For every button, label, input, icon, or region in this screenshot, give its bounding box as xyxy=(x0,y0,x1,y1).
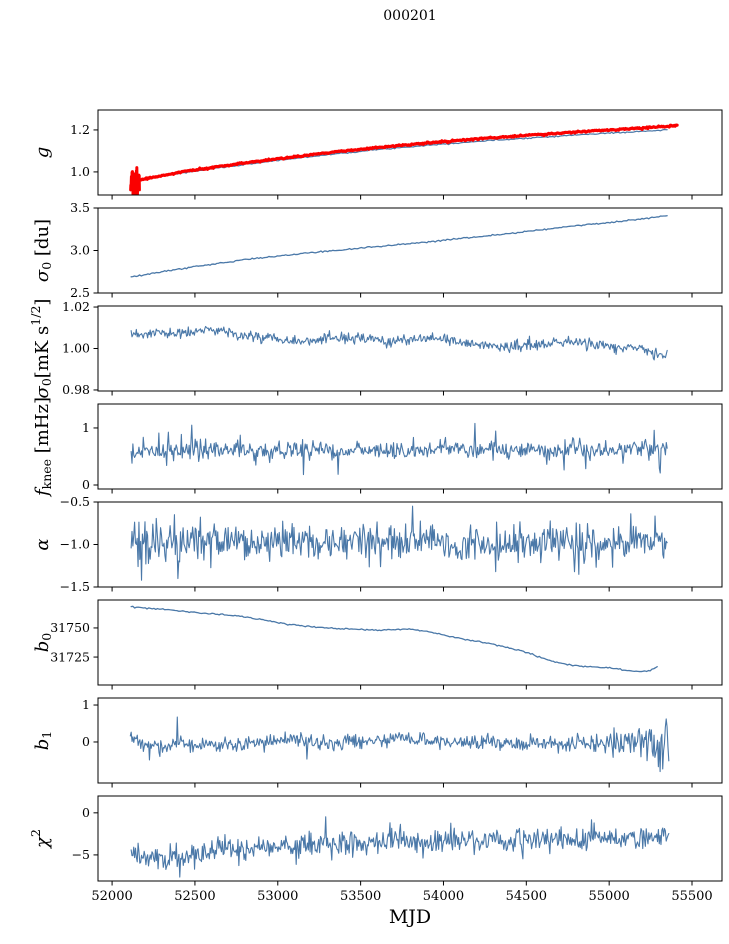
series-g-measured xyxy=(132,123,679,183)
panel-frame xyxy=(97,207,723,294)
panel-alpha: −0.5 −1.0 −1.5 α xyxy=(32,494,723,594)
y-axis-label: σ0[mK s1/2] xyxy=(28,299,54,399)
panel-fknee: 0 1 fknee [mHz] xyxy=(32,397,723,498)
series-g-model xyxy=(130,128,668,182)
y-tick-label: 3.5 xyxy=(70,200,90,215)
y-axis-label: b0 xyxy=(32,633,54,653)
y-axis-label: b1 xyxy=(32,731,54,750)
y-axis-label: α xyxy=(32,538,53,550)
y-tick-label: 0 xyxy=(82,805,90,820)
y-tick-label: 0.98 xyxy=(62,382,90,397)
series-fknee xyxy=(130,422,668,476)
y-tick-label: −1.5 xyxy=(60,579,90,594)
y-tick-label: 2.5 xyxy=(70,285,90,300)
y-tick-label: 0 xyxy=(82,477,90,492)
panel-frame xyxy=(97,109,723,196)
y-tick-label: 0 xyxy=(82,734,90,749)
y-tick-label: 31750 xyxy=(50,620,90,635)
panel-frame xyxy=(97,403,723,490)
panel-g: 1.0 1.2 g xyxy=(32,109,723,200)
y-tick-label: 1.0 xyxy=(70,164,90,179)
x-tick-label: 55000 xyxy=(588,889,629,904)
series-b1 xyxy=(129,716,670,773)
panel-b1: 0 1 b1 xyxy=(32,697,723,788)
series-b0 xyxy=(130,605,658,673)
y-tick-label: 1.2 xyxy=(70,122,90,137)
y-axis-label: σ0 [du] xyxy=(32,219,54,282)
y-tick-label: 3.0 xyxy=(70,243,90,258)
panel-sigma0-du: 2.5 3.0 3.5 σ0 [du] xyxy=(32,200,723,300)
y-tick-label: 1 xyxy=(82,697,90,712)
y-tick-label: −0.5 xyxy=(60,494,90,509)
panel-chi2: −5 0 52000 52500 53000 53500 54000 54500 55000 55… xyxy=(28,795,723,904)
y-tick-label: −1.0 xyxy=(60,537,90,552)
series-chi2 xyxy=(130,816,670,878)
x-axis-label: MJD xyxy=(388,906,432,928)
y-tick-label: 1 xyxy=(82,420,90,435)
x-tick-label: 54500 xyxy=(506,889,547,904)
panel-sigma0-mK: 0.98 1.00 1.02 σ0[mK s1/2] xyxy=(28,299,723,399)
figure-title: 000201 xyxy=(383,8,437,24)
series-sigma0-mK xyxy=(130,325,668,361)
x-tick-label: 53500 xyxy=(340,889,381,904)
y-tick-label: 31725 xyxy=(50,649,90,664)
x-tick-label: 52500 xyxy=(174,889,215,904)
y-axis-label: fknee [mHz] xyxy=(32,397,54,498)
series-alpha xyxy=(130,505,668,581)
x-tick-label: 53000 xyxy=(257,889,298,904)
x-tick-label: 52000 xyxy=(91,889,132,904)
panel-frame xyxy=(97,599,723,686)
panel-frame xyxy=(97,795,723,882)
y-axis-label: g xyxy=(32,147,53,159)
y-tick-label: 1.02 xyxy=(62,299,90,314)
x-tick-label: 55500 xyxy=(671,889,712,904)
y-axis-label: χ2 xyxy=(28,829,53,850)
series-sigma0-du xyxy=(130,215,668,278)
x-tick-label: 54000 xyxy=(423,889,464,904)
y-tick-label: −5 xyxy=(72,847,90,862)
panel-frame xyxy=(97,697,723,784)
panel-frame xyxy=(97,305,723,392)
y-tick-label: 1.00 xyxy=(62,341,90,356)
